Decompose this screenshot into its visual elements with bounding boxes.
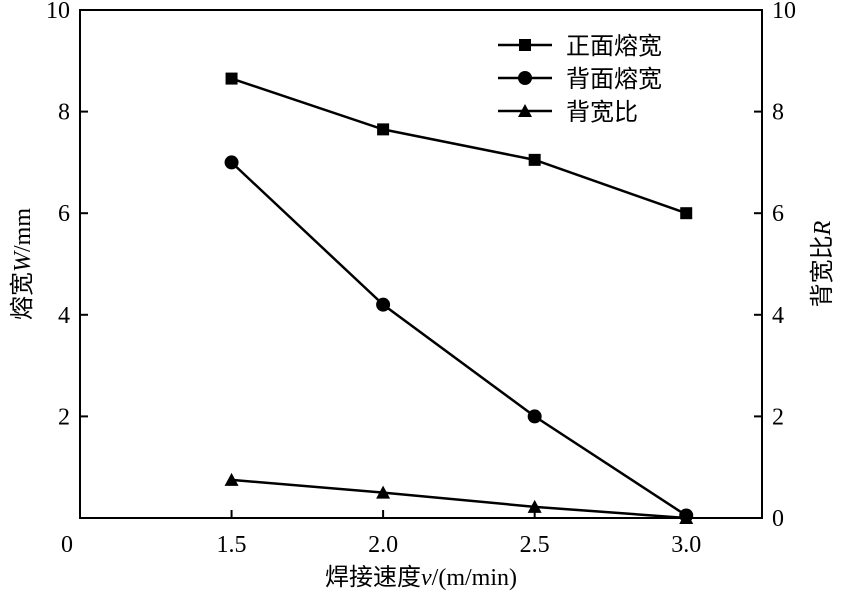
legend-label-ratio: 背宽比 bbox=[566, 98, 638, 126]
y-axis-ticks: 2 4 6 8 10 bbox=[46, 0, 88, 519]
data-point-circle bbox=[527, 409, 542, 424]
legend-label-back-width: 背面熔宽 bbox=[566, 65, 662, 93]
y-tick-label: 10 bbox=[46, 0, 70, 24]
y-tick-label: 4 bbox=[58, 303, 70, 329]
x-tick-label: 2.5 bbox=[520, 532, 550, 558]
legend-item-ratio: 背宽比 bbox=[498, 98, 638, 126]
x-axis-label-text: 焊接速度 bbox=[325, 563, 421, 591]
y-axis-label: 熔宽W/mm bbox=[8, 208, 36, 320]
y-tick-label: 8 bbox=[58, 100, 70, 126]
y-tick-label: 2 bbox=[58, 404, 70, 430]
legend-square-marker bbox=[519, 39, 531, 51]
y2-tick-label: 10 bbox=[772, 0, 796, 24]
legend-item-front-width: 正面熔宽 bbox=[498, 32, 662, 60]
data-point-triangle bbox=[224, 472, 239, 486]
x-tick-label: 2.0 bbox=[368, 532, 398, 558]
data-point-circle bbox=[376, 297, 391, 312]
series-layer bbox=[224, 72, 694, 524]
data-point-triangle bbox=[527, 499, 542, 513]
data-point-triangle bbox=[679, 511, 694, 524]
legend-item-back-width: 背面熔宽 bbox=[498, 65, 662, 93]
y2-axis-ticks: 0 2 4 6 8 10 bbox=[754, 0, 796, 532]
x-axis-label-var: v bbox=[421, 565, 432, 591]
series-line-2 bbox=[231, 478, 687, 520]
legend-triangle-marker bbox=[518, 104, 532, 117]
y2-tick-label: 4 bbox=[772, 303, 784, 329]
x-tick-label: 3.0 bbox=[671, 532, 701, 558]
data-point-square bbox=[225, 72, 238, 85]
y2-tick-label: 6 bbox=[772, 201, 784, 227]
y2-tick-label: 2 bbox=[772, 404, 784, 430]
data-point-square bbox=[377, 123, 390, 136]
x-tick-label: 1.5 bbox=[217, 532, 247, 558]
y-axis-label-text: 熔宽 bbox=[8, 272, 36, 320]
series-line-1 bbox=[230, 161, 687, 517]
data-point-square bbox=[528, 153, 541, 166]
series-line-0 bbox=[231, 77, 687, 215]
legend: 正面熔宽 背面熔宽 背宽比 bbox=[498, 32, 662, 126]
data-point-circle bbox=[224, 155, 239, 170]
x-origin-label: 0 bbox=[61, 532, 73, 558]
x-axis-label: 焊接速度v/(m/min) bbox=[325, 563, 517, 591]
plot-frame bbox=[79, 9, 763, 519]
data-point-square bbox=[680, 207, 693, 220]
y2-tick-label: 8 bbox=[772, 100, 784, 126]
y2-axis-label-text: 背宽比 bbox=[808, 235, 836, 307]
legend-circle-marker bbox=[518, 71, 532, 85]
y-axis-label-unit: /mm bbox=[10, 208, 36, 252]
data-point-triangle bbox=[376, 485, 391, 499]
y-axis-label-var: W bbox=[10, 250, 36, 272]
legend-label-front-width: 正面熔宽 bbox=[566, 32, 662, 60]
y2-axis-label: 背宽比R bbox=[808, 220, 836, 307]
y2-tick-label: 0 bbox=[772, 506, 784, 532]
y-tick-label: 6 bbox=[58, 201, 70, 227]
y2-axis-label-var: R bbox=[810, 220, 836, 236]
x-axis-label-unit: /(m/min) bbox=[432, 565, 517, 591]
